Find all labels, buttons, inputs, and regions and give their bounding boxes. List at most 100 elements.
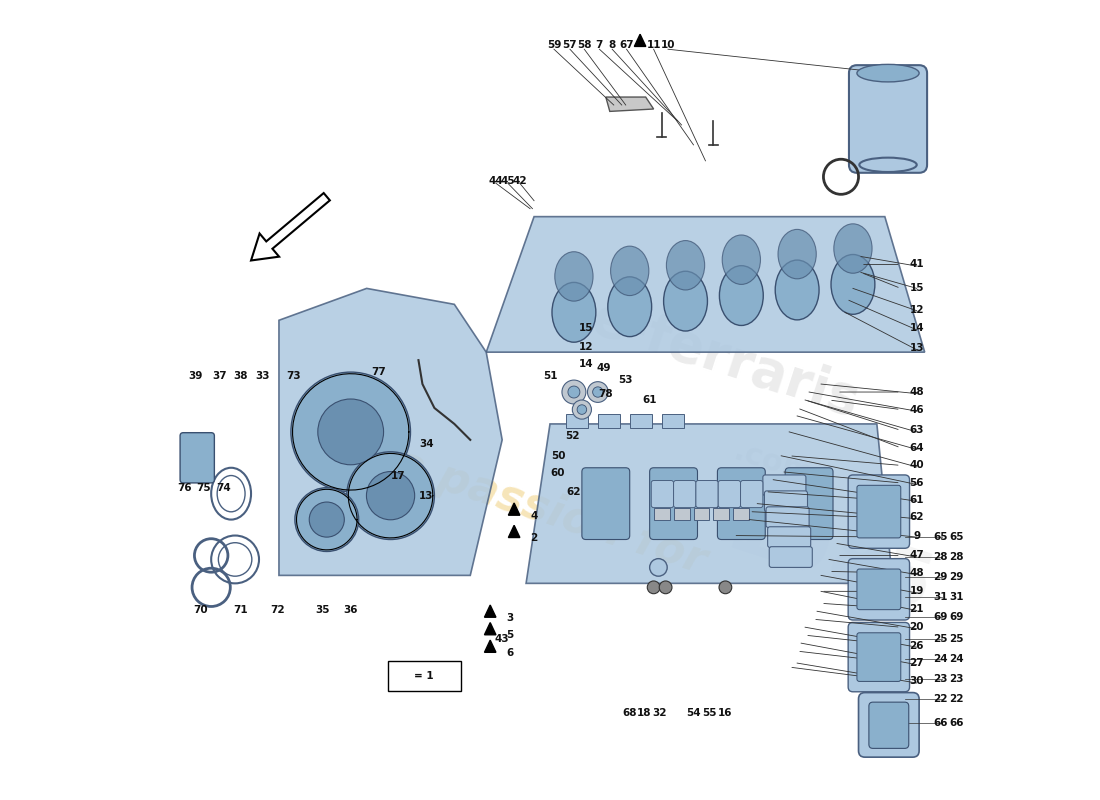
FancyBboxPatch shape (696, 481, 718, 508)
FancyBboxPatch shape (857, 569, 901, 610)
Circle shape (568, 386, 580, 398)
Text: 31: 31 (949, 592, 964, 602)
Text: 27: 27 (910, 658, 924, 668)
FancyBboxPatch shape (740, 481, 763, 508)
Text: 28: 28 (949, 552, 964, 562)
Text: 15: 15 (579, 323, 593, 334)
Text: 38: 38 (233, 371, 248, 381)
Text: 21: 21 (910, 604, 924, 614)
Polygon shape (484, 622, 496, 634)
Text: 3: 3 (506, 613, 514, 622)
Text: 67: 67 (619, 40, 634, 50)
Bar (661, 414, 684, 428)
FancyBboxPatch shape (766, 507, 810, 527)
Text: 11: 11 (647, 40, 661, 50)
Text: 31: 31 (934, 592, 948, 602)
Text: 13: 13 (419, 490, 433, 501)
Text: 48: 48 (910, 387, 924, 397)
Text: 78: 78 (598, 390, 613, 399)
Ellipse shape (834, 224, 872, 274)
Polygon shape (606, 97, 653, 111)
Bar (693, 509, 710, 519)
Text: 65: 65 (949, 532, 964, 542)
Text: 22: 22 (934, 694, 948, 704)
Text: 53: 53 (618, 375, 632, 385)
Text: 47: 47 (910, 550, 924, 561)
Circle shape (318, 399, 384, 465)
Text: 32: 32 (652, 707, 668, 718)
Ellipse shape (610, 246, 649, 295)
Polygon shape (635, 34, 646, 46)
Text: 61: 61 (642, 395, 657, 405)
Text: 42: 42 (513, 176, 527, 186)
FancyBboxPatch shape (858, 693, 920, 757)
Text: 16: 16 (718, 707, 733, 718)
Circle shape (346, 452, 434, 539)
Polygon shape (484, 640, 496, 652)
Polygon shape (486, 217, 925, 352)
FancyBboxPatch shape (582, 468, 629, 539)
Circle shape (295, 488, 359, 551)
Ellipse shape (719, 266, 763, 326)
Text: 75: 75 (196, 482, 210, 493)
FancyBboxPatch shape (857, 633, 901, 682)
Text: 52: 52 (565, 431, 580, 441)
Circle shape (309, 502, 344, 537)
Text: 58: 58 (578, 40, 592, 50)
Text: 54: 54 (686, 707, 701, 718)
Circle shape (290, 372, 410, 492)
Text: 8: 8 (608, 40, 616, 50)
FancyBboxPatch shape (857, 486, 901, 538)
Text: 55: 55 (702, 707, 717, 718)
FancyBboxPatch shape (849, 65, 927, 173)
Ellipse shape (857, 64, 920, 82)
Ellipse shape (776, 260, 820, 320)
Text: 46: 46 (910, 405, 924, 414)
Text: 64: 64 (910, 443, 924, 453)
Text: 39: 39 (188, 371, 202, 381)
Text: 62: 62 (566, 486, 581, 497)
Text: 13: 13 (910, 343, 924, 353)
Text: e-ferraris: e-ferraris (585, 292, 866, 428)
FancyBboxPatch shape (388, 661, 461, 691)
Text: 18: 18 (637, 707, 651, 718)
Circle shape (650, 558, 668, 576)
Text: 14: 14 (579, 359, 593, 369)
FancyBboxPatch shape (651, 481, 673, 508)
Text: 12: 12 (910, 305, 924, 315)
Text: 25: 25 (949, 634, 964, 644)
Ellipse shape (667, 241, 705, 290)
Text: 71: 71 (233, 605, 248, 614)
Bar (653, 509, 670, 519)
Text: 5: 5 (506, 630, 514, 640)
Text: 9: 9 (913, 530, 921, 541)
FancyBboxPatch shape (717, 468, 766, 539)
Bar (734, 509, 749, 519)
Text: 29: 29 (949, 572, 964, 582)
Ellipse shape (723, 235, 760, 285)
Text: 69: 69 (934, 612, 948, 622)
Text: 41: 41 (910, 259, 924, 270)
Text: .com: .com (729, 438, 817, 490)
Text: 20: 20 (910, 622, 924, 632)
Circle shape (572, 400, 592, 419)
Text: 63: 63 (910, 426, 924, 435)
Text: 33: 33 (255, 371, 271, 381)
Circle shape (647, 581, 660, 594)
Ellipse shape (830, 254, 874, 314)
Text: 35: 35 (316, 605, 330, 614)
Circle shape (659, 581, 672, 594)
Text: 7: 7 (596, 40, 603, 50)
Bar (565, 414, 588, 428)
Bar (597, 414, 620, 428)
FancyBboxPatch shape (718, 481, 740, 508)
Text: 43: 43 (495, 634, 509, 644)
Text: 37: 37 (212, 371, 227, 381)
Text: 40: 40 (910, 460, 924, 470)
FancyBboxPatch shape (848, 558, 910, 620)
FancyBboxPatch shape (848, 475, 910, 548)
FancyBboxPatch shape (785, 468, 833, 539)
Text: 14: 14 (910, 323, 924, 334)
FancyBboxPatch shape (869, 702, 909, 748)
Text: 44: 44 (488, 176, 503, 186)
